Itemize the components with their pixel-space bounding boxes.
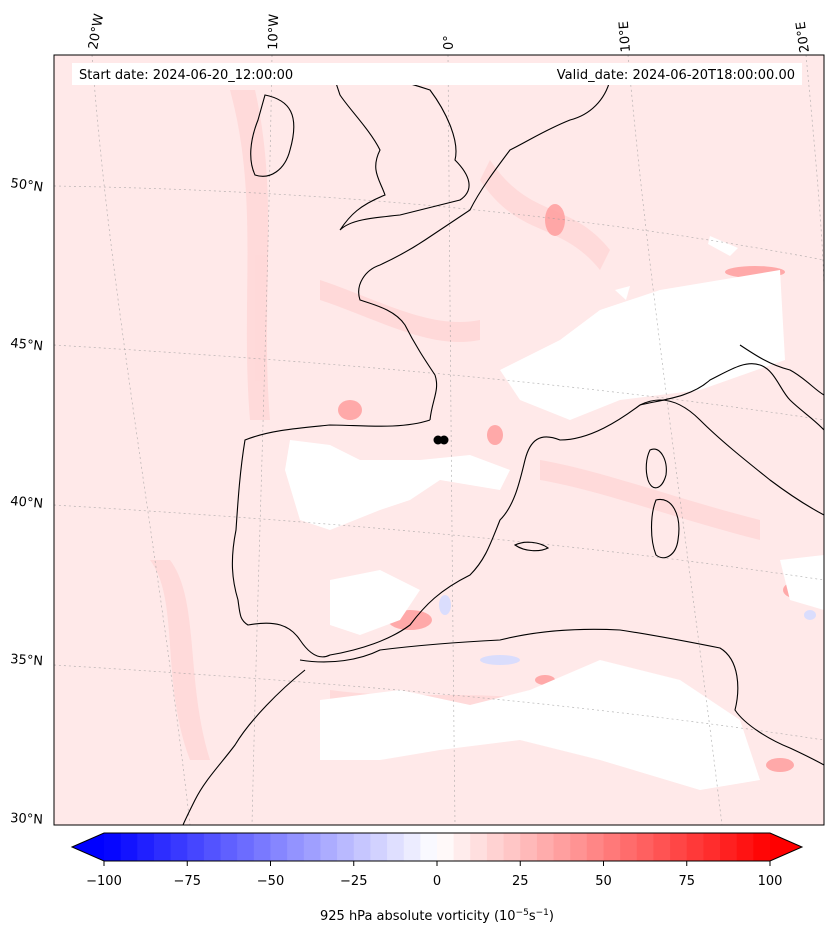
meridian-0	[447, 55, 456, 825]
coast-adriatic	[739, 344, 824, 396]
coast-great-britain	[329, 64, 470, 231]
meridian-10e	[627, 55, 723, 825]
colorbar-tick-label: −25	[340, 874, 367, 889]
longitude-labels: 20°W 10°W 0° 10°E 20°E	[86, 13, 813, 54]
colorbar-swatch	[570, 833, 588, 861]
masked-terrain-regions	[285, 236, 824, 790]
colorbar-swatch	[586, 833, 604, 861]
colorbar-tick-label: 50	[595, 874, 612, 889]
colorbar-swatch	[670, 833, 688, 861]
colorbar-tick-label: −100	[86, 874, 122, 889]
colorbar-swatch	[270, 833, 288, 861]
colorbar-swatch	[337, 833, 355, 861]
colorbar-tick-label: 100	[758, 874, 783, 889]
colorbar-swatch	[303, 833, 321, 861]
colorbar-swatch	[620, 833, 638, 861]
colorbar-tick-label: 75	[678, 874, 695, 889]
colorbar-swatch	[353, 833, 371, 861]
colorbar-swatch	[636, 833, 654, 861]
vorticity-positive-bands	[150, 90, 760, 760]
colorbar-tick-label: −50	[257, 874, 284, 889]
colorbar-swatch	[170, 833, 188, 861]
colorbar-swatch	[453, 833, 471, 861]
parallel-50n	[54, 185, 824, 261]
coast-ireland	[250, 94, 295, 177]
colorbar-swatch	[287, 833, 305, 861]
colorbar: −100 −75 −50 −25 0 25 50 75 100 925 hPa absolute…	[70, 832, 804, 924]
colorbar-swatch	[187, 833, 205, 861]
colorbar-swatch	[470, 833, 488, 861]
parallel-45n	[54, 344, 824, 421]
meridian-20w	[91, 55, 191, 825]
coastlines	[182, 64, 824, 825]
colorbar-swatch	[720, 833, 738, 861]
colorbar-swatches	[104, 833, 771, 861]
colorbar-swatch	[137, 833, 155, 861]
lat-label-50n: 50°N	[9, 176, 44, 195]
colorbar-swatch	[753, 833, 771, 861]
colorbar-swatch	[153, 833, 172, 861]
lon-label-10e: 10°E	[617, 21, 634, 53]
lat-label-45n: 45°N	[10, 336, 44, 354]
colorbar-swatch	[403, 833, 421, 861]
latitude-labels: 50°N 45°N 40°N 35°N 30°N	[9, 176, 44, 828]
colorbar-swatch	[420, 833, 438, 861]
colorbar-extend-min	[72, 833, 104, 861]
colorbar-swatch	[503, 833, 521, 861]
colorbar-swatch	[220, 833, 238, 861]
colorbar-swatch	[203, 833, 222, 861]
colorbar-swatch	[437, 833, 455, 861]
colorbar-swatch	[104, 833, 122, 861]
colorbar-swatch	[553, 833, 571, 861]
lon-label-0: 0°	[442, 35, 457, 50]
lat-label-30n: 30°N	[10, 811, 44, 828]
colorbar-label: 925 hPa absolute vorticity (10−5s−1)	[320, 908, 554, 924]
map-frame	[53, 54, 825, 826]
meridian-10w	[251, 55, 273, 825]
colorbar-swatch	[536, 833, 555, 861]
graticule	[54, 55, 824, 825]
colorbar-swatch	[736, 833, 754, 861]
annotation-bar	[72, 63, 802, 85]
colorbar-swatch	[320, 833, 338, 861]
colorbar-swatch	[387, 833, 405, 861]
colorbar-swatch	[703, 833, 721, 861]
colorbar-swatch	[653, 833, 671, 861]
coast-corsica	[645, 448, 667, 489]
location-marker	[433, 435, 449, 445]
lon-label-20w: 20°W	[86, 13, 107, 51]
coast-morocco-atlantic	[182, 669, 306, 825]
vorticity-strong-spots	[338, 204, 807, 772]
coast-continent-north	[358, 79, 611, 421]
lat-label-40n: 40°N	[10, 494, 44, 512]
map-panel: Start date: 2024-06-20_12:00:00 Valid_da…	[54, 55, 824, 825]
colorbar-swatch	[253, 833, 271, 861]
colorbar-tick-label: 25	[512, 874, 529, 889]
valid-date-text: Valid_date: 2024-06-20T18:00:00.00	[557, 68, 795, 83]
parallel-40n	[54, 504, 824, 581]
coast-north-africa	[299, 628, 824, 766]
colorbar-swatch	[370, 833, 388, 861]
colorbar-swatch	[486, 833, 505, 861]
colorbar-tick-label: −75	[174, 874, 201, 889]
colorbar-ticks: −100 −75 −50 −25 0 25 50 75 100	[86, 861, 782, 889]
coast-italy	[639, 363, 824, 431]
lon-label-10w: 10°W	[266, 14, 282, 51]
start-date-text: Start date: 2024-06-20_12:00:00	[79, 68, 293, 83]
coast-sardinia	[650, 498, 680, 559]
colorbar-swatch	[237, 833, 255, 861]
parallel-35n	[54, 664, 824, 741]
lat-label-35n: 35°N	[10, 652, 44, 669]
colorbar-extend-max	[770, 833, 802, 861]
colorbar-swatch	[603, 833, 621, 861]
coast-balearic	[513, 541, 550, 552]
colorbar-swatch	[120, 833, 138, 861]
colorbar-tick-label: 0	[433, 874, 441, 889]
meridian-20e	[805, 55, 824, 301]
colorbar-swatch	[686, 833, 704, 861]
lon-label-20e: 20°E	[794, 20, 813, 53]
colorbar-swatch	[520, 833, 538, 861]
